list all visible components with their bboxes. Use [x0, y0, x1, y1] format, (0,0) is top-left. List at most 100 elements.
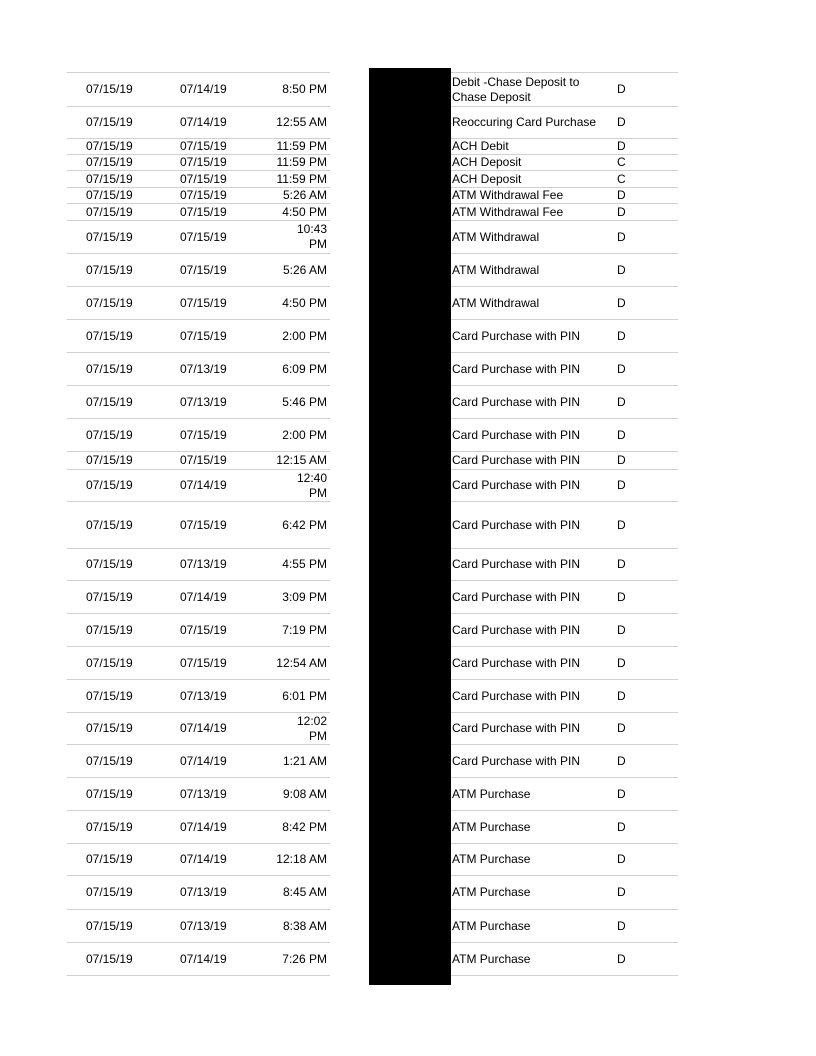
- table-row-details: Debit -Chase Deposit to Chase Deposit D: [451, 73, 678, 107]
- table-row-dates: 07/15/19 07/14/19 12:55 AM: [67, 107, 330, 139]
- transaction-date-cell: 07/13/19: [180, 394, 227, 409]
- transaction-date-cell: 07/15/19: [180, 229, 227, 244]
- description-cell: Card Purchase with PIN: [452, 721, 581, 735]
- description-cell: Reoccuring Card Purchase: [452, 115, 597, 129]
- post-date-cell: 07/15/19: [86, 188, 133, 202]
- table-row-dates: 07/15/19 07/13/19 4:55 PM: [67, 549, 330, 581]
- description-cell: ATM Purchase: [452, 885, 531, 899]
- table-row-dates: 07/15/19 07/13/19 6:09 PM: [67, 353, 330, 386]
- debit-credit-cell: D: [617, 328, 626, 343]
- post-date-cell: 07/15/19: [86, 753, 133, 768]
- transaction-date-cell: 07/13/19: [180, 786, 227, 801]
- debit-credit-cell: D: [617, 262, 626, 277]
- table-row-details: ACH Deposit C: [451, 155, 678, 171]
- post-date-cell: 07/15/19: [86, 655, 133, 670]
- description-cell: Debit -Chase Deposit to Chase Deposit: [452, 74, 580, 104]
- post-date-cell: 07/15/19: [86, 295, 133, 310]
- post-date-cell: 07/15/19: [86, 82, 133, 96]
- post-date-cell: 07/15/19: [86, 115, 133, 129]
- table-row-details: ATM Withdrawal Fee D: [451, 204, 678, 221]
- time-cell: 8:45 AM: [282, 885, 327, 899]
- transaction-date-cell: 07/15/19: [180, 139, 227, 153]
- debit-credit-cell: D: [617, 478, 626, 492]
- description-cell: Card Purchase with PIN: [452, 622, 581, 637]
- table-row-details: ATM Purchase D: [451, 778, 678, 811]
- debit-credit-cell: D: [617, 918, 626, 933]
- time-cell: 11:59 PM: [276, 171, 327, 186]
- post-date-cell: 07/15/19: [86, 361, 133, 376]
- post-date-cell: 07/15/19: [86, 885, 133, 899]
- table-row-dates: 07/15/19 07/13/19 9:08 AM: [67, 778, 330, 811]
- table-row-details: Card Purchase with PIN D: [451, 470, 678, 502]
- description-cell: ATM Purchase: [452, 852, 531, 866]
- time-cell: 12:54 AM: [276, 655, 327, 670]
- post-date-cell: 07/15/19: [86, 819, 133, 834]
- debit-credit-cell: D: [617, 82, 626, 96]
- transaction-date-cell: 07/15/19: [180, 453, 227, 467]
- post-date-cell: 07/15/19: [86, 478, 133, 492]
- table-row-dates: 07/15/19 07/15/19 5:26 AM: [67, 254, 330, 287]
- time-cell: 3:09 PM: [282, 589, 327, 604]
- post-date-cell: 07/15/19: [86, 328, 133, 343]
- time-cell: 6:01 PM: [282, 688, 327, 703]
- time-cell: 6:42 PM: [282, 517, 327, 532]
- transaction-date-cell: 07/15/19: [180, 295, 227, 310]
- table-row-dates: 07/15/19 07/14/19 3:09 PM: [67, 581, 330, 614]
- post-date-cell: 07/15/19: [86, 918, 133, 933]
- time-cell: 8:38 AM: [282, 918, 327, 933]
- description-cell: ACH Deposit: [452, 155, 522, 169]
- table-row-dates: 07/15/19 07/13/19 6:01 PM: [67, 680, 330, 713]
- post-date-cell: 07/15/19: [86, 262, 133, 277]
- debit-credit-cell: D: [617, 951, 626, 966]
- description-cell: Card Purchase with PIN: [452, 753, 581, 768]
- table-row-dates: 07/15/19 07/15/19 11:59 PM: [67, 139, 330, 155]
- table-row-details: Reoccuring Card Purchase D: [451, 107, 678, 139]
- description-cell: ATM Withdrawal Fee: [452, 188, 564, 202]
- debit-credit-cell: D: [617, 427, 626, 442]
- time-cell: 4:50 PM: [282, 204, 327, 219]
- post-date-cell: 07/15/19: [86, 394, 133, 409]
- description-cell: Card Purchase with PIN: [452, 589, 581, 604]
- description-cell: Card Purchase with PIN: [452, 478, 581, 492]
- transaction-date-cell: 07/13/19: [180, 361, 227, 376]
- description-cell: Card Purchase with PIN: [452, 453, 581, 467]
- debit-credit-cell: C: [617, 171, 626, 186]
- table-row-details: ATM Purchase D: [451, 811, 678, 844]
- table-row-details: ACH Deposit C: [451, 171, 678, 188]
- debit-credit-cell: D: [617, 589, 626, 604]
- post-date-cell: 07/15/19: [86, 453, 133, 467]
- table-row-details: Card Purchase with PIN D: [451, 502, 678, 549]
- debit-credit-cell: D: [617, 361, 626, 376]
- post-date-cell: 07/15/19: [86, 139, 133, 153]
- description-cell: Card Purchase with PIN: [452, 427, 581, 442]
- description-cell: ATM Purchase: [452, 819, 531, 834]
- description-cell: Card Purchase with PIN: [452, 394, 581, 409]
- table-row-details: Card Purchase with PIN D: [451, 647, 678, 680]
- transaction-date-cell: 07/14/19: [180, 478, 227, 492]
- debit-credit-cell: D: [617, 115, 626, 129]
- description-cell: ATM Withdrawal Fee: [452, 204, 564, 219]
- table-row-dates: 07/15/19 07/15/19 10:43 PM: [67, 221, 330, 254]
- debit-credit-cell: D: [617, 204, 626, 219]
- post-date-cell: 07/15/19: [86, 517, 133, 532]
- table-row-details: ATM Purchase D: [451, 876, 678, 910]
- description-cell: ATM Purchase: [452, 786, 531, 801]
- transaction-date-cell: 07/15/19: [180, 171, 227, 186]
- table-row-details: ATM Withdrawal D: [451, 221, 678, 254]
- post-date-cell: 07/15/19: [86, 786, 133, 801]
- debit-credit-cell: D: [617, 786, 626, 801]
- table-row-dates: 07/15/19 07/14/19 8:50 PM: [67, 73, 330, 107]
- debit-credit-cell: D: [617, 557, 626, 571]
- time-cell: 9:08 AM: [282, 786, 327, 801]
- table-row-dates: 07/15/19 07/15/19 12:54 AM: [67, 647, 330, 680]
- post-date-cell: 07/15/19: [86, 622, 133, 637]
- time-cell: 4:55 PM: [282, 557, 327, 571]
- debit-credit-cell: D: [617, 229, 626, 244]
- table-row-dates: 07/15/19 07/15/19 12:15 AM: [67, 452, 330, 470]
- debit-credit-cell: D: [617, 721, 626, 735]
- description-cell: ACH Deposit: [452, 171, 522, 186]
- table-row-dates: 07/15/19 07/14/19 12:18 AM: [67, 844, 330, 876]
- table-row-details: Card Purchase with PIN D: [451, 745, 678, 778]
- time-cell: 12:40 PM: [296, 470, 327, 500]
